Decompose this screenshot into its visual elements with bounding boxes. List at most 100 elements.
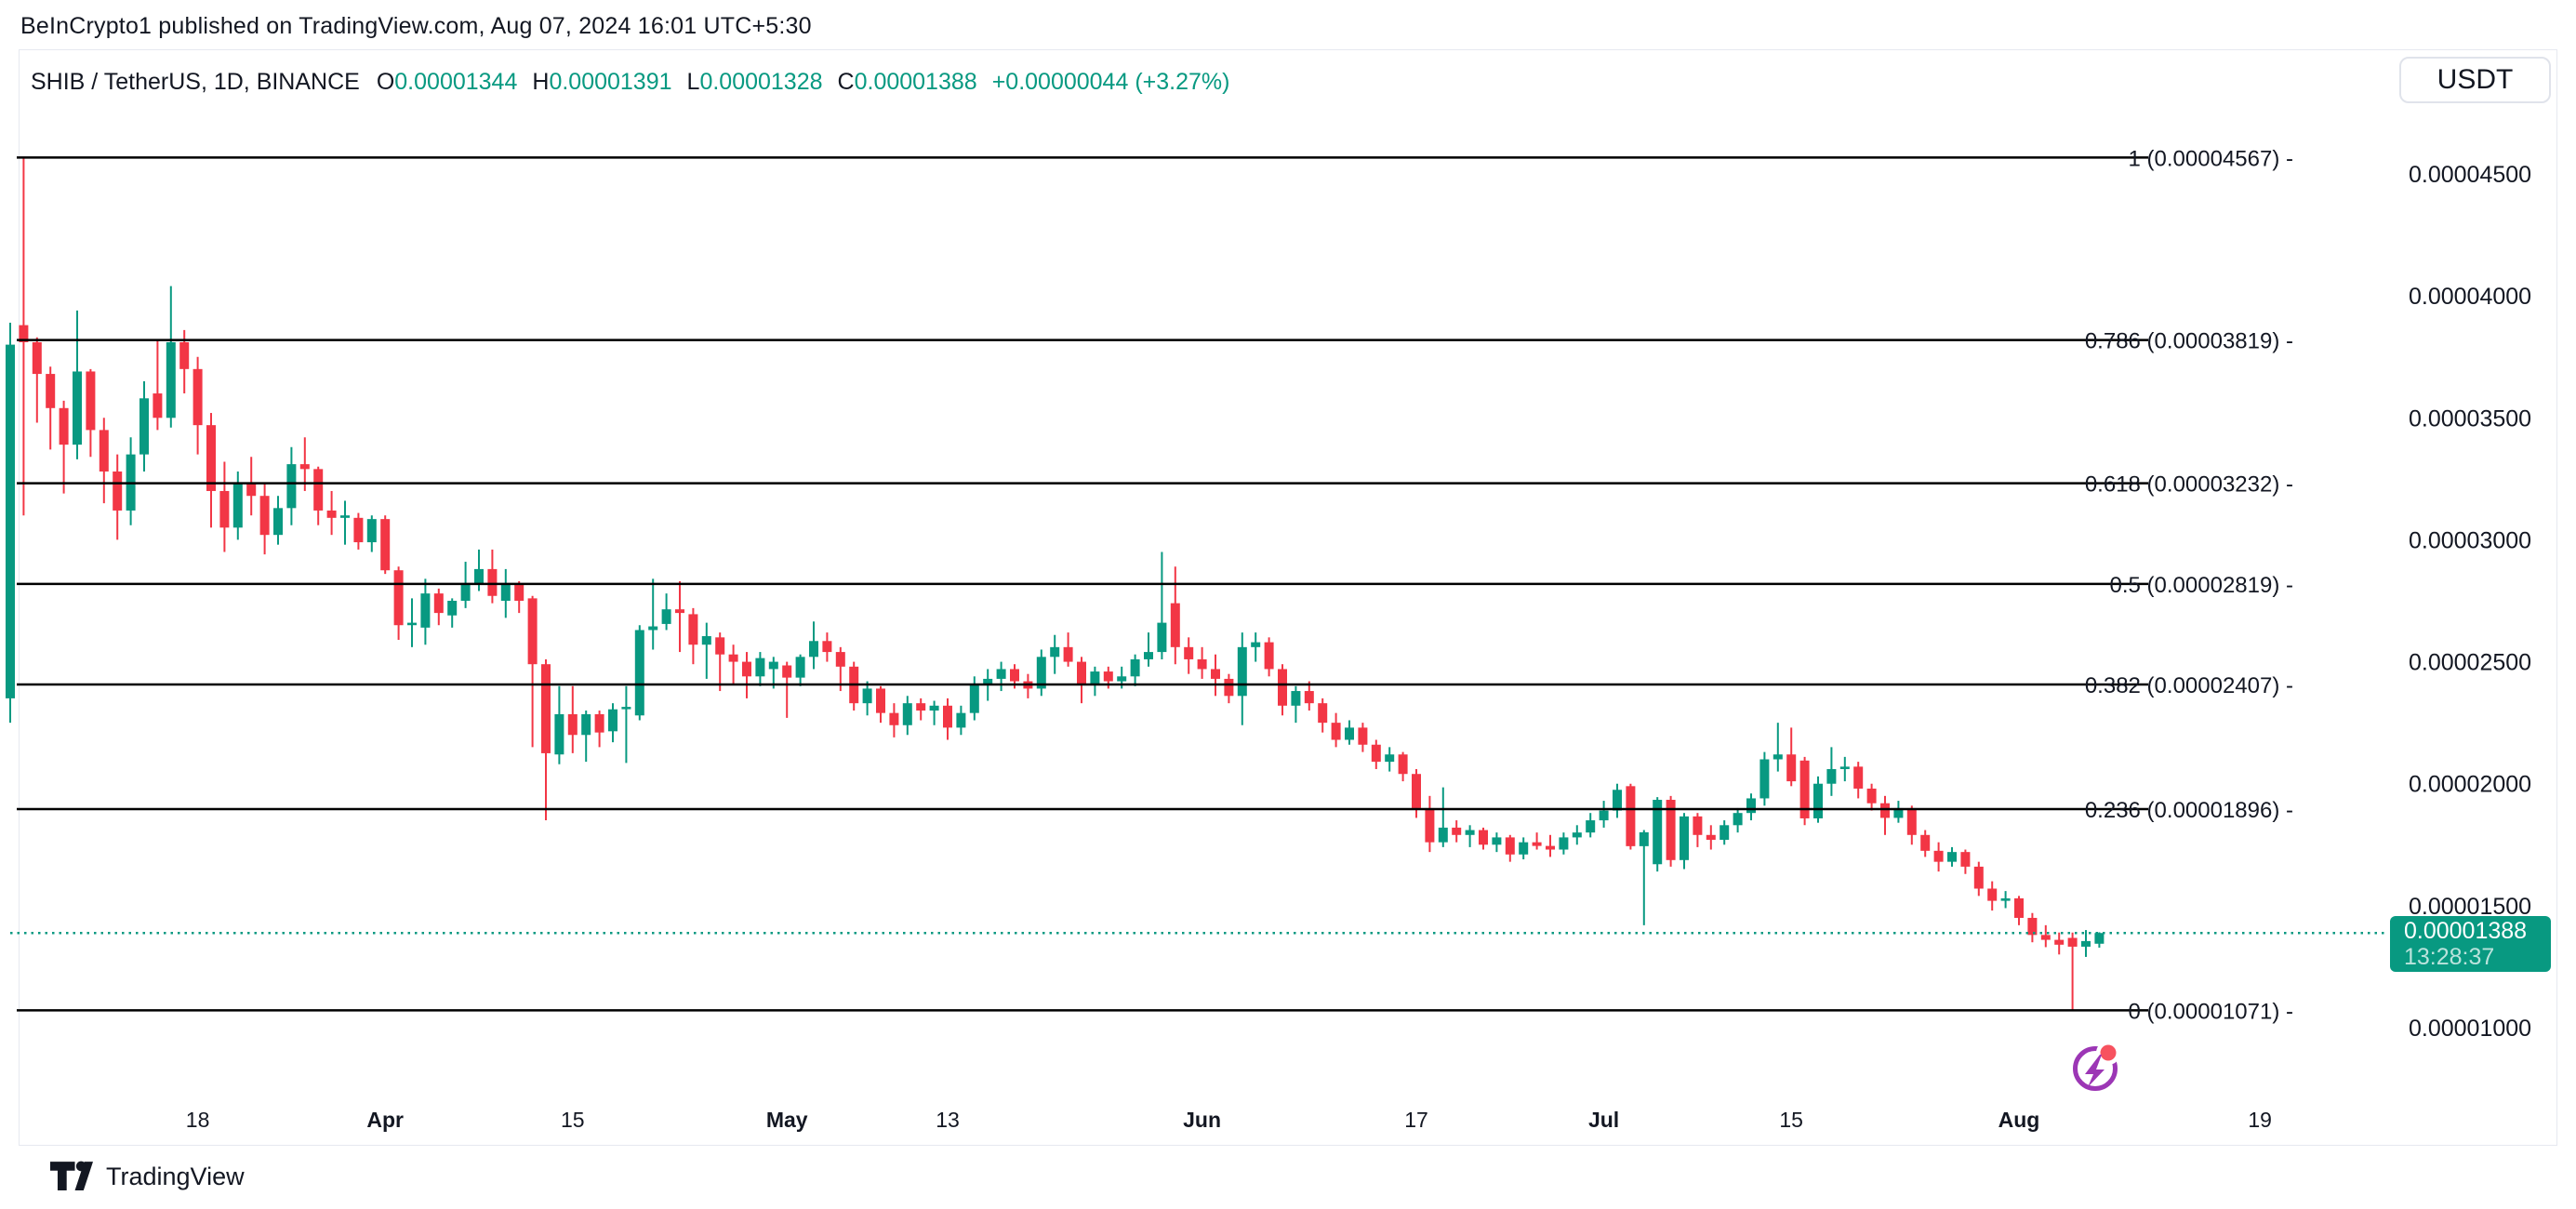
- time-tick-label: Jun: [1183, 1108, 1221, 1132]
- candle-body: [661, 609, 671, 624]
- flash-icon[interactable]: [2066, 1032, 2137, 1103]
- candle-body: [99, 430, 109, 472]
- candle-body: [541, 664, 551, 753]
- candle-body: [487, 568, 498, 596]
- candle-body: [1010, 669, 1019, 682]
- candle-body: [1947, 852, 1957, 862]
- candle-body: [179, 341, 190, 369]
- candle-body: [2067, 937, 2078, 947]
- price-tick-label: 0.00004000: [2409, 284, 2531, 310]
- price-tick-label: 0.00001500: [2409, 894, 2531, 920]
- candle-body: [353, 517, 364, 543]
- candle-body: [219, 490, 230, 528]
- candle-body: [795, 657, 805, 678]
- candle-body: [193, 368, 203, 426]
- candle-body: [1653, 800, 1663, 865]
- candle-body: [232, 484, 243, 528]
- candle-body: [1170, 603, 1180, 647]
- candle-body: [768, 661, 778, 670]
- candle-body: [1813, 783, 1823, 818]
- candle-body: [1331, 723, 1341, 740]
- candle-body: [1492, 837, 1502, 845]
- candle-body: [1546, 845, 1555, 850]
- candle-body: [326, 510, 337, 518]
- candle-body: [1559, 837, 1569, 850]
- high-label: H: [532, 69, 550, 95]
- candle-body: [153, 393, 163, 418]
- candle-body: [1519, 842, 1529, 855]
- candle-body: [675, 609, 684, 614]
- candle-body: [1050, 646, 1060, 658]
- time-tick-label: 13: [936, 1108, 960, 1132]
- open-label: O: [376, 69, 395, 95]
- time-tick-label: 17: [1404, 1108, 1428, 1132]
- fib-label: 0.618 (0.00003232) -: [2085, 472, 2293, 498]
- footer-brand[interactable]: TradingView: [50, 1159, 245, 1194]
- candle-body: [1666, 800, 1676, 860]
- candle-body: [943, 705, 952, 728]
- candle-body: [460, 583, 471, 601]
- candle-body: [1398, 754, 1408, 775]
- fib-label: 0.786 (0.00003819) -: [2085, 329, 2293, 354]
- candle-body: [313, 469, 324, 511]
- candle-body: [1237, 646, 1247, 697]
- candle-body: [1973, 866, 1984, 889]
- candle-body: [1759, 759, 1770, 799]
- candle-body: [594, 713, 604, 733]
- candle-body: [340, 515, 350, 518]
- candle-body: [1706, 834, 1716, 841]
- currency-toggle-button[interactable]: USDT: [2399, 57, 2551, 103]
- candle-body: [19, 325, 29, 342]
- candle-body: [1733, 813, 1743, 826]
- candle-body: [32, 341, 42, 375]
- publish-header: BeInCrypto1 published on TradingView.com…: [20, 13, 812, 39]
- candle-body: [2027, 917, 2038, 936]
- candle-body: [983, 678, 993, 684]
- candle-body: [688, 614, 698, 645]
- candle-body: [782, 665, 792, 678]
- price-tick-label: 0.00003000: [2409, 527, 2531, 553]
- candle-body: [1371, 744, 1381, 763]
- time-tick-label: 19: [2248, 1108, 2272, 1132]
- candle-body: [1773, 754, 1783, 760]
- candle-body: [648, 626, 658, 631]
- candle-body: [1920, 834, 1931, 851]
- candle-body: [1680, 816, 1689, 860]
- candle-body: [715, 637, 725, 655]
- candle-body: [1839, 766, 1850, 769]
- time-tick-label: 15: [561, 1108, 585, 1132]
- candle-body: [527, 598, 538, 665]
- time-tick-label: 15: [1779, 1108, 1803, 1132]
- candle-body: [608, 709, 617, 732]
- time-tick-label: May: [766, 1108, 808, 1132]
- candle-body: [1479, 830, 1488, 845]
- candle-body: [407, 622, 417, 626]
- candle-body: [420, 593, 431, 628]
- candle-body: [59, 407, 69, 445]
- candle-body: [1438, 827, 1448, 843]
- candle-body: [1211, 669, 1220, 679]
- candle-body: [393, 570, 404, 626]
- candle-body: [206, 425, 216, 491]
- candle-body: [1505, 837, 1515, 855]
- candle-body: [1532, 842, 1542, 846]
- candle-body: [1720, 825, 1730, 841]
- candle-body: [1264, 642, 1274, 670]
- candle-body: [73, 371, 82, 445]
- candle-body: [6, 344, 15, 698]
- price-tick-label: 0.00001000: [2409, 1016, 2531, 1042]
- candle-body: [366, 519, 377, 543]
- candle-body: [1613, 790, 1622, 811]
- candle-body: [246, 484, 257, 497]
- candle-body: [1224, 678, 1234, 697]
- candle-body: [1345, 727, 1354, 740]
- candle-body: [1586, 820, 1596, 833]
- symbol-title[interactable]: SHIB / TetherUS, 1D, BINANCE: [31, 69, 360, 95]
- candle-body: [1599, 810, 1609, 821]
- candle-body: [474, 568, 484, 584]
- candle-body: [1036, 657, 1046, 689]
- candle-body: [1866, 788, 1877, 804]
- lightning-bolt: [2085, 1055, 2105, 1087]
- candle-body: [273, 508, 283, 536]
